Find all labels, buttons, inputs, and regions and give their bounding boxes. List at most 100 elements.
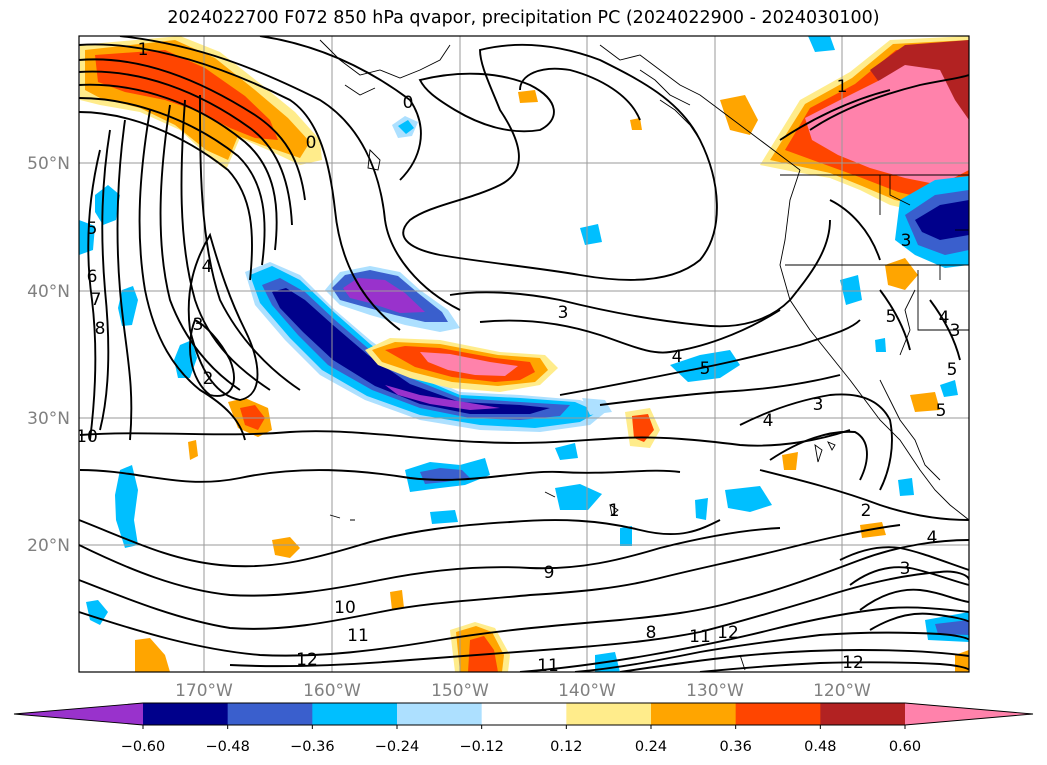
contour-label: 4	[939, 308, 950, 328]
colorbar-cell	[735, 703, 821, 725]
contour-label: 5	[87, 219, 98, 239]
contour-label: 4	[763, 411, 774, 431]
contour-label: 12	[717, 623, 739, 643]
contour-label: 5	[936, 401, 947, 421]
contour-label: 4	[202, 257, 213, 277]
shade-se-negative	[875, 338, 886, 352]
shade-w-positive	[188, 440, 198, 460]
contour-label: 8	[95, 319, 106, 339]
lon-label: 160°W	[303, 681, 361, 701]
shade-se-negative	[898, 478, 914, 496]
shade-mid-positive	[518, 90, 538, 103]
shade-s-positive	[420, 352, 518, 376]
map-frame	[78, 35, 970, 673]
lon-label: 120°W	[813, 681, 871, 701]
shade-mid-negative	[725, 486, 772, 512]
shade-nw-positive	[95, 50, 278, 140]
colorbar-tick-label: 0.48	[804, 739, 836, 755]
colorbar-cell	[227, 703, 313, 725]
shade-mid-negative	[695, 498, 708, 520]
contour-label: 2	[203, 369, 214, 389]
colorbar-tick-label: −0.12	[459, 739, 503, 755]
colorbar-extend-high	[905, 703, 1033, 725]
shade-mid-positive	[632, 414, 654, 442]
contour-label: 3	[193, 315, 204, 335]
contour-label: 2	[861, 501, 872, 521]
lat-label: 40°N	[27, 282, 70, 302]
contour-label: 7	[91, 290, 102, 310]
contour-label: 9	[544, 563, 555, 583]
colorbar-tick-label: −0.48	[205, 739, 249, 755]
contour-label: 6	[87, 267, 98, 287]
shade-se-negative	[840, 275, 862, 305]
colorbar-cell	[143, 703, 229, 725]
colorbar-tick-label: 0.12	[550, 739, 582, 755]
shade-w-negative	[95, 185, 120, 225]
lon-label: 140°W	[558, 681, 616, 701]
colorbar-cell	[651, 703, 737, 725]
contour-label: 10	[76, 427, 98, 447]
lat-label: 50°N	[27, 154, 70, 174]
shade-s-positive-2	[390, 590, 404, 610]
colorbar-tick-label: −0.36	[290, 739, 334, 755]
shade-w-negative	[79, 220, 95, 255]
shade-nw-blue	[398, 120, 414, 134]
shade-mid-negative	[555, 484, 602, 510]
shade-mid-positive	[885, 258, 918, 290]
lon-label: 130°W	[686, 681, 744, 701]
shade-se-negative	[935, 620, 969, 635]
colorbar: −0.60 −0.48 −0.36 −0.24 −0.12 0.12 0.24 0.36 0.4…	[13, 702, 1034, 755]
contour-label: 3	[813, 395, 824, 415]
coastlines	[319, 39, 969, 671]
contour-label: 0	[403, 93, 414, 113]
shade-mid-positive	[782, 452, 798, 470]
colorbar-cell	[312, 703, 398, 725]
plot-area: 1 0 0 1 5 6 7 8 4 3 2 10 3 4 5 1 9 10 11…	[76, 36, 969, 676]
shade-ne-positive	[805, 65, 969, 185]
colorbar-tick-label: −0.24	[375, 739, 419, 755]
shade-w-positive	[135, 638, 170, 672]
contour-label: 1	[837, 77, 848, 97]
contour-label: 12	[842, 653, 864, 673]
shade-w-positive	[272, 537, 300, 558]
lon-label: 170°W	[175, 681, 233, 701]
shade-mid-positive	[910, 392, 940, 412]
qvapor-contours	[79, 36, 969, 672]
contour-label: 12	[296, 650, 318, 670]
shade-mid-negative	[582, 398, 612, 415]
colorbar-tick-label: −0.60	[121, 739, 165, 755]
map-title: 2024022700 F072 850 hPa qvapor, precipit…	[167, 8, 880, 28]
shade-mid-negative	[620, 526, 632, 546]
contour-label: 0	[306, 133, 317, 153]
contour-label: 8	[646, 623, 657, 643]
contour-label: 1	[609, 501, 620, 521]
shade-n-negative	[343, 278, 425, 313]
shade-central-negative	[272, 288, 550, 414]
contour-label: 4	[927, 528, 938, 548]
colorbar-cell	[397, 703, 483, 725]
shade-mid-negative	[580, 224, 602, 245]
contour-label: 10	[334, 598, 356, 618]
shade-central-negative	[385, 385, 500, 410]
latitude-labels: 50°N 40°N 30°N 20°N	[27, 154, 70, 556]
contour-label: 11	[537, 656, 559, 676]
contour-label: 5	[886, 307, 897, 327]
colorbar-tick-label: 0.24	[635, 739, 667, 755]
graticule	[79, 36, 969, 672]
contour-label: 5	[947, 360, 958, 380]
colorbar-cell	[566, 703, 652, 725]
lon-label: 150°W	[431, 681, 489, 701]
colorbar-cell	[820, 703, 906, 725]
shade-mid-positive	[720, 95, 758, 135]
shade-se-negative	[940, 380, 958, 397]
colorbar-tick-label: 0.60	[889, 739, 921, 755]
longitude-labels: 170°W 160°W 150°W 140°W 130°W 120°W	[175, 681, 871, 701]
contour-label: 5	[700, 359, 711, 379]
shade-w-negative	[115, 465, 138, 548]
shade-mid-negative	[430, 510, 458, 524]
contour-label: 11	[689, 627, 711, 647]
shade-mid-negative	[555, 443, 578, 460]
contour-labels: 1 0 0 1 5 6 7 8 4 3 2 10 3 4 5 1 9 10 11…	[76, 40, 960, 676]
lat-label: 30°N	[27, 409, 70, 429]
